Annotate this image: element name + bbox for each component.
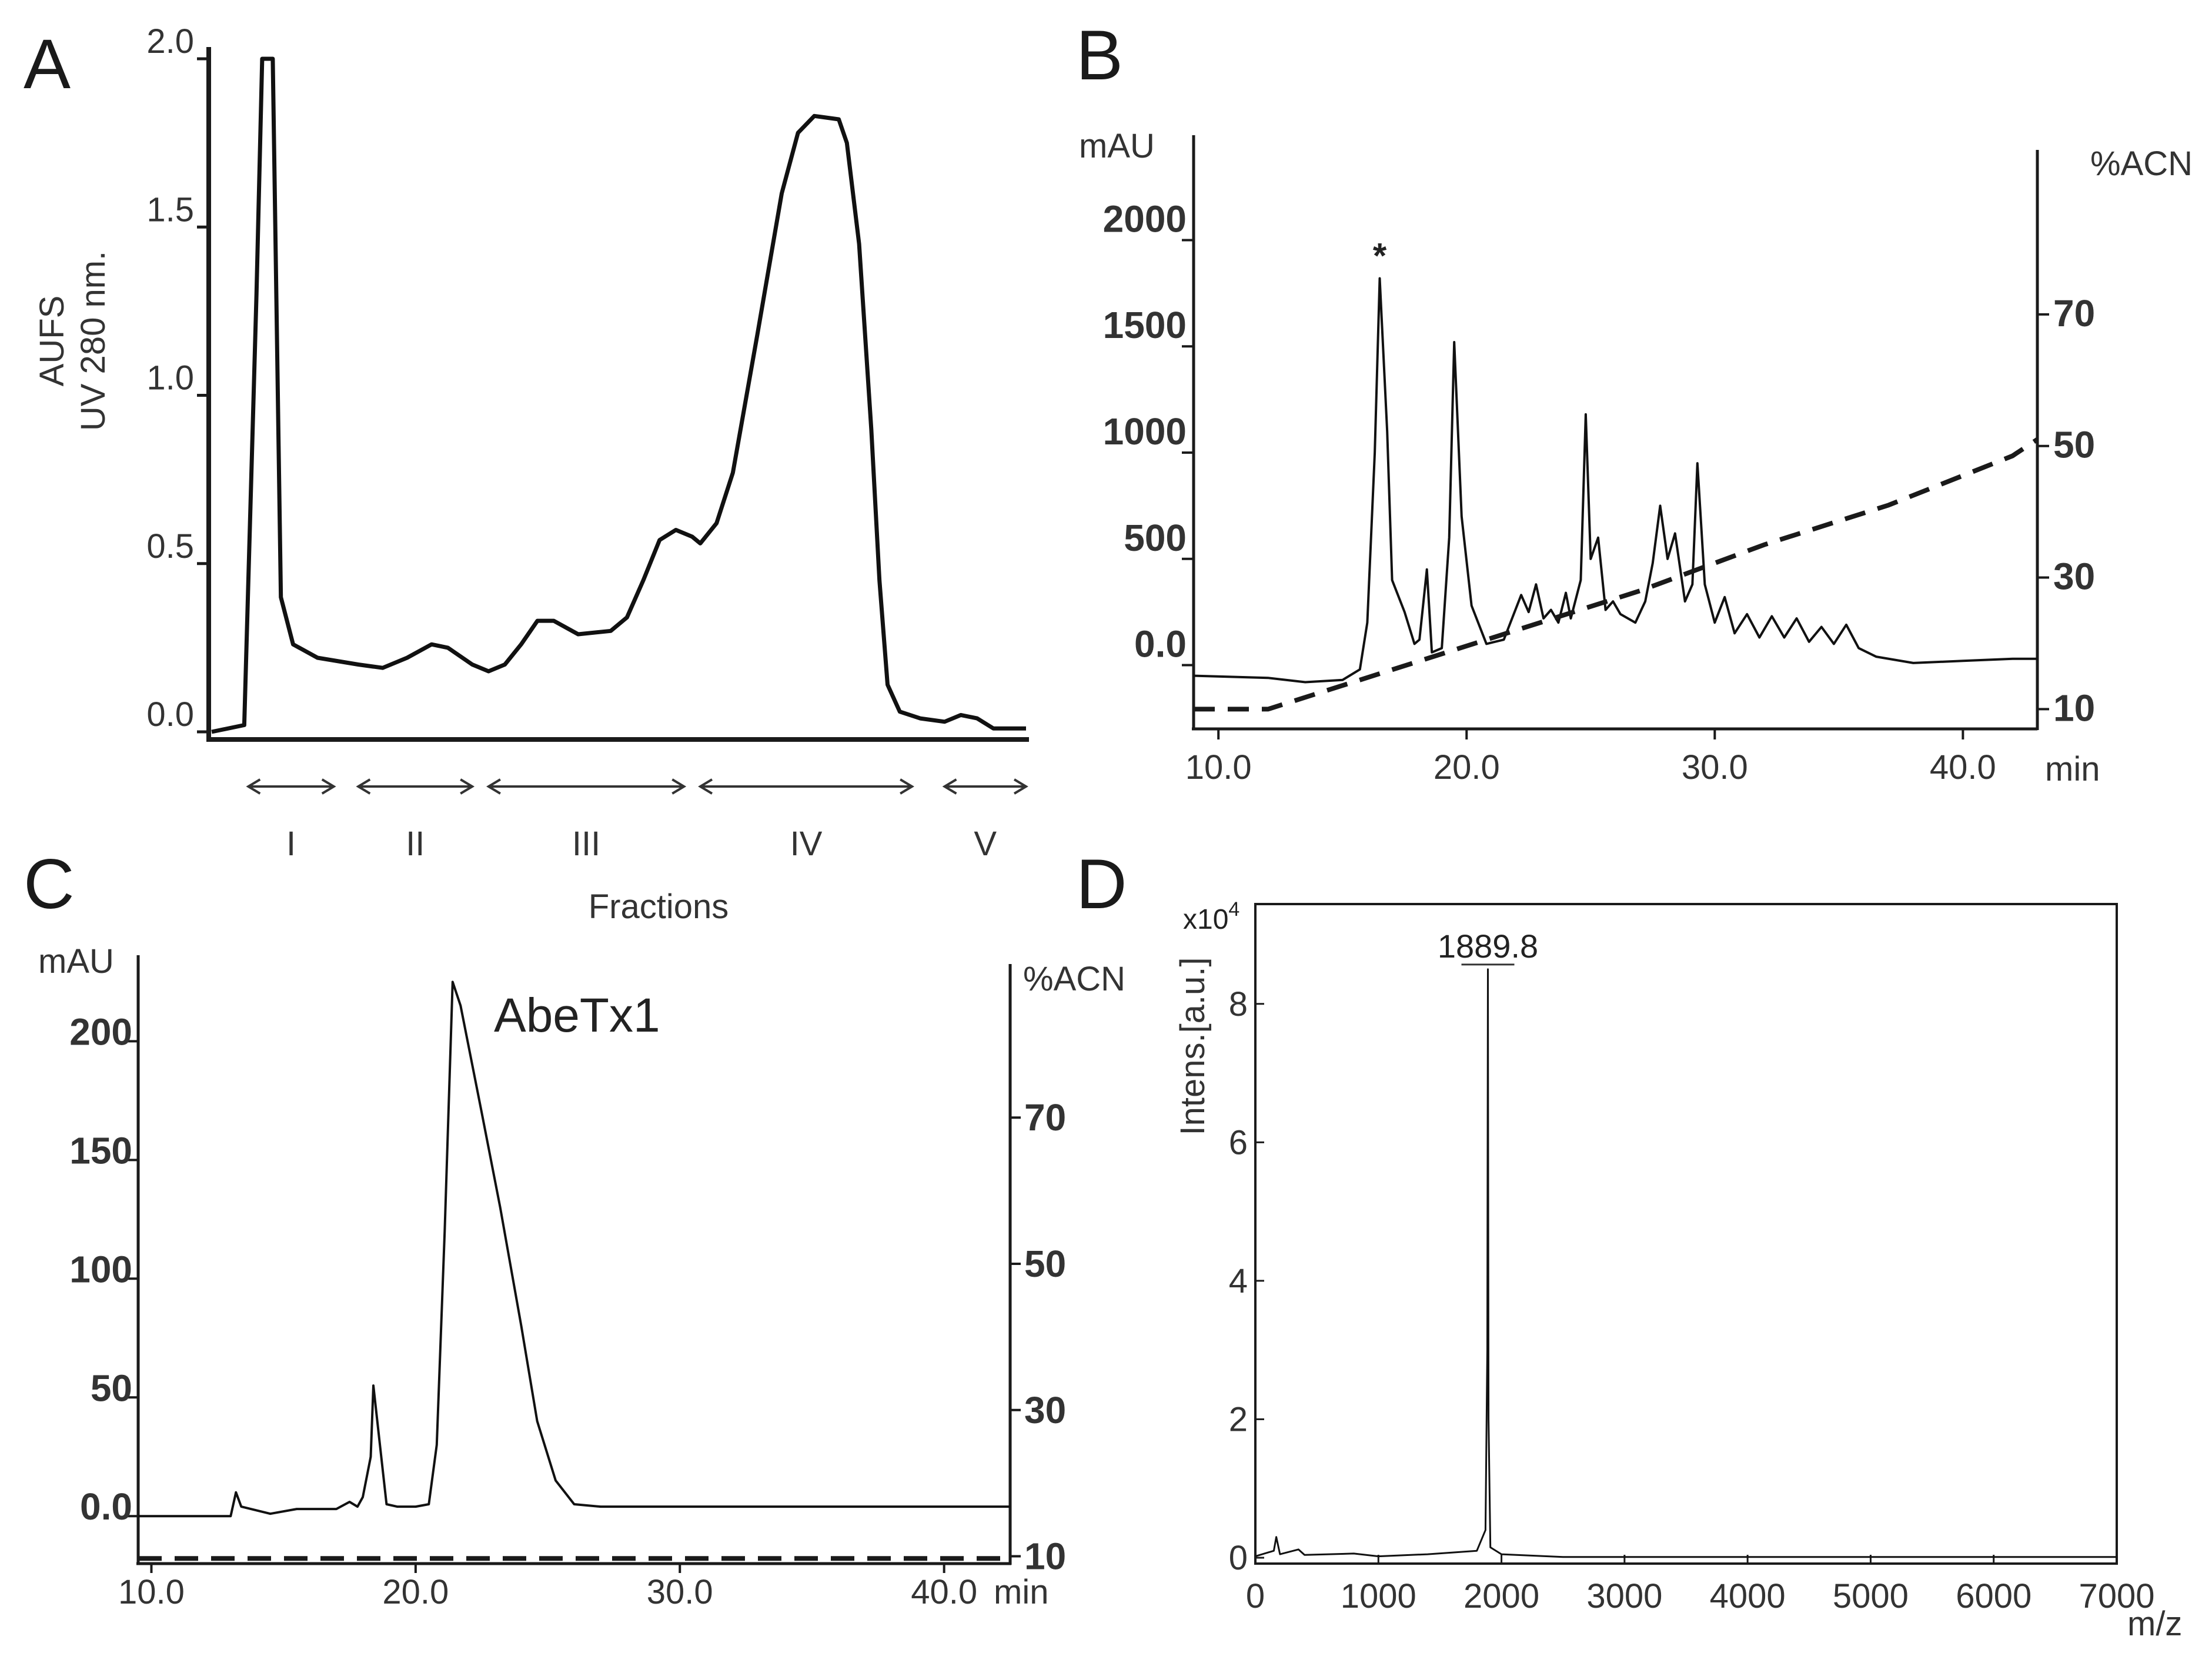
b-y2-label: %ACN (2090, 145, 2193, 183)
c-x-tick-label: 10.0 (118, 1573, 185, 1611)
d-y-exponent-base: x10 (1183, 904, 1228, 935)
b-x-tick-label: 20.0 (1434, 748, 1500, 787)
b-y2-tick-label: 70 (2053, 292, 2095, 334)
a-fraction-label: V (974, 825, 997, 863)
c-y-tick-label: 100 (69, 1248, 132, 1290)
d-ticks: 0 1000 2000 3000 4000 5000 6000 7000 0 2 4 6 8 (1229, 985, 2155, 1615)
b-y2-tick-label: 10 (2053, 687, 2095, 729)
c-y2-tick-label: 50 (1024, 1243, 1066, 1285)
a-fraction-label: III (572, 825, 600, 863)
b-x-tick-label: 10.0 (1185, 748, 1252, 787)
d-x-tick-label: 6000 (1956, 1577, 2031, 1615)
c-y-tick-label: 50 (91, 1367, 132, 1409)
c-peak-label-abetx1: AbeTx1 (494, 989, 660, 1042)
c-y-tick-label: 200 (69, 1010, 132, 1053)
d-y-label: Intens.[a.u.] (1174, 957, 1212, 1135)
a-fraction-arrow-left (356, 778, 371, 795)
a-fraction-label: I (286, 825, 296, 863)
d-y-exponent-power: 4 (1228, 898, 1239, 921)
b-y-tick-label: 0.0 (1134, 623, 1187, 665)
a-y-label-line1: AUFS (33, 296, 71, 387)
d-x-tick-label: 0 (1246, 1577, 1265, 1615)
c-y2-tick-label: 70 (1024, 1096, 1066, 1139)
d-y-tick-label: 0 (1229, 1539, 1248, 1577)
b-absorbance-line (1193, 277, 2037, 684)
chart-panel-d: 0 1000 2000 3000 4000 5000 6000 7000 0 2 4 6 8 1889.… (1174, 898, 2182, 1643)
d-y-tick-label: 4 (1229, 1262, 1248, 1300)
a-fraction-arrow-right (900, 778, 914, 795)
c-x-tick-label: 40.0 (911, 1573, 977, 1611)
b-ticks: 10.0 20.0 30.0 40.0 0.0 500 1000 1500 2000 10 30 50… (1103, 198, 2096, 787)
a-fraction-arrow-left (486, 778, 501, 795)
a-fraction-arrow-right (671, 778, 687, 795)
c-y2-tick-label: 10 (1024, 1535, 1066, 1578)
a-fraction-arrow-left (246, 778, 261, 795)
c-x-tick-label: 20.0 (382, 1573, 449, 1611)
c-y2-tick-label: 30 (1024, 1389, 1066, 1431)
panel-label-c: C (24, 845, 75, 923)
b-peak-asterisk: * (1373, 236, 1387, 276)
b-y2-tick-label: 50 (2053, 424, 2095, 466)
b-y-tick-label: 1000 (1103, 410, 1187, 453)
c-y-tick-label: 0.0 (80, 1485, 132, 1528)
a-y-tick-label: 0.0 (146, 695, 194, 734)
a-x-label: Fractions (589, 888, 729, 926)
a-fraction-arrow-left (698, 778, 713, 795)
d-x-label: m/z (2127, 1605, 2182, 1643)
d-x-tick-label: 7000 (2079, 1577, 2154, 1615)
b-x-label: min (2045, 750, 2100, 788)
d-y-tick-label: 6 (1229, 1123, 1248, 1162)
c-ticks: 10.0 20.0 30.0 40.0 0.0 50 100 150 200 10 30 50 70 (69, 1010, 1066, 1611)
b-y-tick-label: 1500 (1103, 304, 1187, 346)
chart-panel-b: 10.0 20.0 30.0 40.0 0.0 500 1000 1500 2000 10 30 50… (1079, 127, 2193, 788)
d-spectrum-line (1255, 968, 2117, 1558)
b-x-tick-label: 30.0 (1682, 748, 1748, 787)
b-y-tick-label: 2000 (1103, 198, 1187, 240)
a-fraction-label: II (406, 825, 425, 863)
a-y-tick-label: 2.0 (146, 22, 194, 61)
a-y-label-line2: UV 280 nm. (74, 251, 112, 431)
c-y-label: mAU (38, 942, 114, 980)
d-y-tick-label: 2 (1229, 1400, 1248, 1438)
panel-label-d: D (1076, 845, 1127, 923)
d-plot-frame (1254, 903, 2118, 1565)
d-y-tick-label: 8 (1229, 985, 1248, 1023)
d-y-exponent: x104 (1183, 898, 1239, 935)
d-x-tick-label: 5000 (1833, 1577, 1909, 1615)
c-x-tick-label: 30.0 (647, 1573, 713, 1611)
c-absorbance-line (138, 980, 1010, 1518)
b-y-tick-label: 500 (1124, 517, 1187, 559)
d-x-tick-label: 1000 (1341, 1577, 1416, 1615)
a-fraction-markers: I II III IV V (246, 778, 1028, 863)
a-fraction-arrow-right (460, 778, 475, 795)
d-x-tick-label: 3000 (1586, 1577, 1662, 1615)
d-x-tick-label: 2000 (1463, 1577, 1539, 1615)
a-absorbance-line (211, 56, 1026, 734)
a-fraction-label: IV (790, 825, 823, 863)
a-y-ticks: 0.0 0.5 1.0 1.5 2.0 (146, 22, 210, 734)
d-peak-label: 1889.8 (1438, 928, 1538, 965)
d-x-tick-label: 4000 (1710, 1577, 1786, 1615)
b-x-tick-label: 40.0 (1930, 748, 1996, 787)
a-y-tick-label: 0.5 (146, 527, 194, 565)
a-fraction-arrow-right (1013, 778, 1028, 795)
a-fraction-arrow-right (321, 778, 336, 795)
chart-panel-c: 10.0 20.0 30.0 40.0 0.0 50 100 150 200 10 30 50 70 A… (38, 942, 1125, 1611)
c-y2-label: %ACN (1023, 960, 1125, 998)
b-y-label: mAU (1079, 127, 1155, 165)
b-acn-gradient-line (1194, 437, 2039, 712)
c-y-tick-label: 150 (69, 1129, 132, 1172)
a-y-tick-label: 1.5 (146, 190, 194, 229)
a-fraction-arrow-left (942, 778, 957, 795)
chart-panel-a: 0.00.51.01.52.0 I II III IV V AUFS UV 280 nm… (33, 22, 1029, 926)
c-x-label: min (994, 1573, 1048, 1611)
b-y2-tick-label: 30 (2053, 555, 2095, 598)
panel-label-b: B (1076, 16, 1123, 95)
panel-label-a: A (24, 25, 71, 103)
a-y-tick-label: 1.0 (146, 359, 194, 397)
